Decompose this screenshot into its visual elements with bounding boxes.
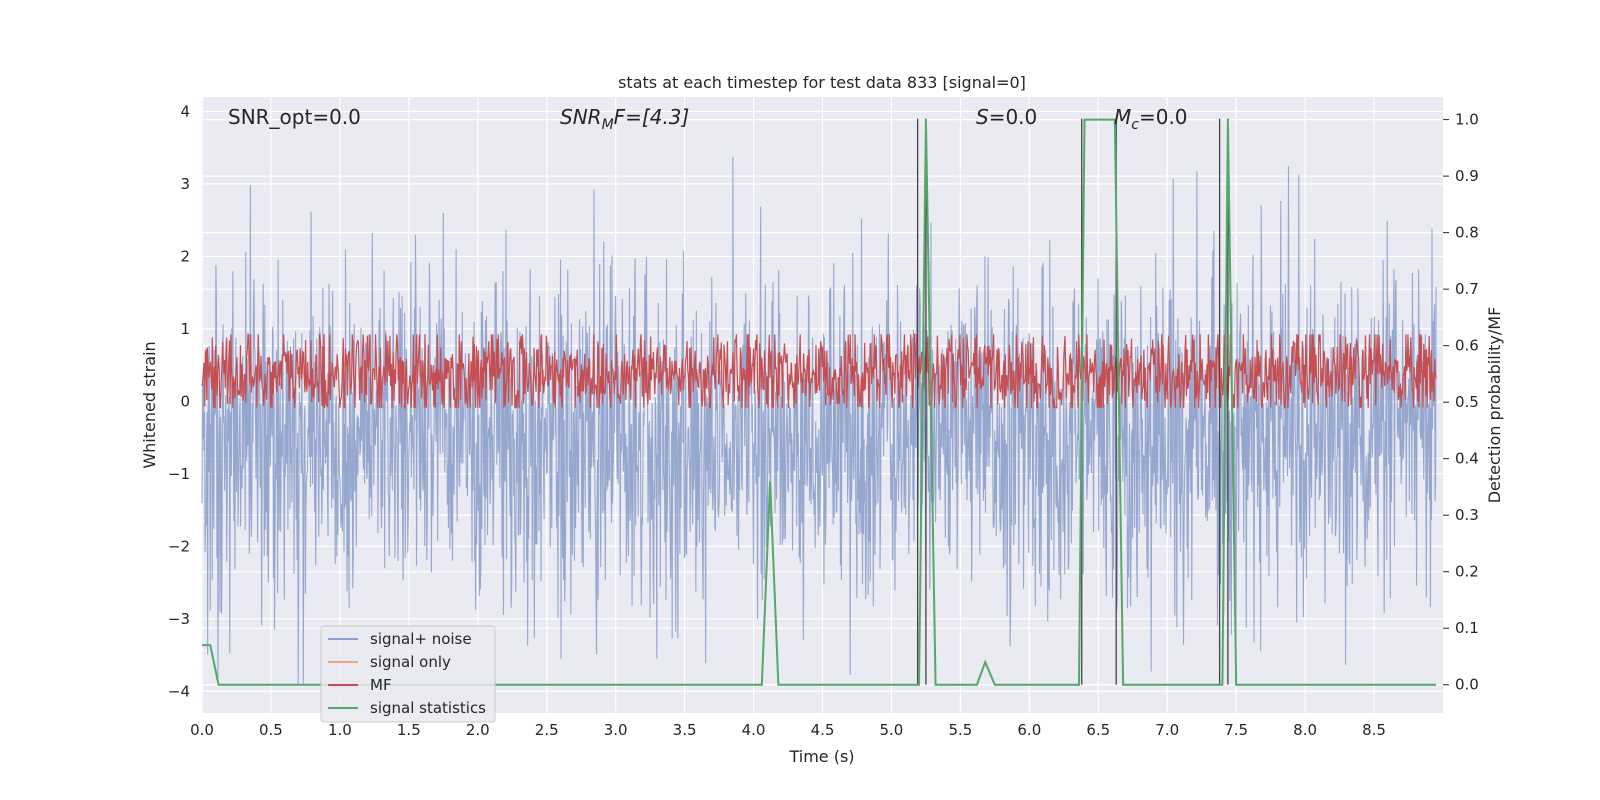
legend-label-mf: MF [370, 676, 392, 694]
y-right-tick-label: 0.8 [1455, 224, 1479, 242]
annotation-s: S=0.0 [976, 105, 1037, 129]
x-tick-label: 1.0 [328, 721, 352, 739]
y-left-tick-label: 4 [180, 102, 190, 120]
y-right-tick-label: 0.7 [1455, 280, 1479, 298]
annotation-snr-mf-sub: M [602, 117, 614, 133]
x-tick-label: 7.0 [1155, 721, 1179, 739]
x-tick-label: 4.5 [811, 721, 835, 739]
y-left-tick-label: 1 [180, 320, 190, 338]
x-tick-label: 5.0 [880, 721, 904, 739]
x-tick-label: 4.0 [742, 721, 766, 739]
y-right-tick-label: 0.6 [1455, 337, 1479, 355]
y-right-tick-label: 1.0 [1455, 111, 1479, 129]
chart-title: stats at each timestep for test data 833… [618, 73, 1026, 92]
x-tick-label: 6.5 [1086, 721, 1110, 739]
y-right-tick-label: 0.1 [1455, 619, 1479, 637]
y-left-tick-label: 3 [180, 175, 190, 193]
annotation-s-var: S [976, 105, 989, 129]
y-right-tick-label: 0.4 [1455, 450, 1479, 468]
annotation-mc-rest: =0.0 [1139, 105, 1188, 129]
x-tick-label: 3.5 [673, 721, 697, 739]
annotation-mc: Mc=0.0 [1114, 105, 1188, 133]
annotation-snr-mf-base: SNR [560, 105, 602, 129]
y-right-tick-label: 0.9 [1455, 167, 1479, 185]
signal-noise-series [201, 157, 1437, 685]
y-right-tick-label: 0.0 [1455, 676, 1479, 694]
y-left-tick-label: −4 [168, 682, 190, 700]
y-right-tick-label: 0.3 [1455, 506, 1479, 524]
y-left-axis-label: Whitened strain [140, 341, 159, 468]
y-right-tick-label: 0.2 [1455, 563, 1479, 581]
x-tick-label: 3.0 [604, 721, 628, 739]
annotation-s-rest: =0.0 [989, 105, 1038, 129]
legend-label-signal-only: signal only [370, 653, 451, 671]
x-tick-label: 1.5 [397, 721, 421, 739]
legend: signal+ noise signal only MF signal stat… [320, 625, 496, 723]
y-left-tick-label: −1 [168, 465, 190, 483]
x-axis-label: Time (s) [788, 747, 854, 766]
signal-statistics-series [202, 118, 1437, 686]
signal-statistics-line [202, 118, 1437, 686]
x-tick-label: 7.5 [1224, 721, 1248, 739]
legend-label-signal-noise: signal+ noise [370, 630, 472, 648]
y-left-tick-label: 0 [180, 392, 190, 410]
x-tick-label: 6.0 [1017, 721, 1041, 739]
y-left-tick-label: 2 [180, 247, 190, 265]
x-axis-ticks: 0.0 0.5 1.0 1.5 2.0 2.5 3.0 3.5 4.0 4.5 5.0 5.5 6.0 6… [190, 721, 1386, 739]
annotation-snr-mf: SNRMF=[4.3] [560, 105, 689, 133]
signal-noise-line [201, 157, 1437, 685]
x-tick-label: 2.0 [466, 721, 490, 739]
x-tick-label: 8.0 [1293, 721, 1317, 739]
annotation-mc-base: M [1114, 105, 1131, 129]
y-left-tick-label: −2 [168, 537, 190, 555]
annotation-snr-mf-rest: F=[4.3] [614, 105, 690, 129]
x-tick-label: 5.5 [948, 721, 972, 739]
x-tick-label: 2.5 [535, 721, 559, 739]
legend-label-signal-statistics: signal statistics [370, 699, 486, 717]
x-tick-label: 0.0 [190, 721, 214, 739]
y-right-tick-label: 0.5 [1455, 393, 1479, 411]
x-tick-label: 8.5 [1362, 721, 1386, 739]
y-right-axis-label: Detection probability/MF [1485, 307, 1504, 504]
legend-box [320, 625, 496, 723]
x-tick-label: 0.5 [259, 721, 283, 739]
annotation-snr-opt: SNR_opt=0.0 [228, 105, 361, 129]
y-left-axis-ticks: 4 3 2 1 0 −1 −2 −3 −4 [168, 102, 190, 700]
y-left-tick-label: −3 [168, 610, 190, 628]
y-right-axis-ticks: 1.0 0.9 0.8 0.7 0.6 0.5 0.4 0.3 0.2 0.1 0.0 [1443, 111, 1479, 694]
annotation-mc-sub: c [1131, 117, 1139, 133]
